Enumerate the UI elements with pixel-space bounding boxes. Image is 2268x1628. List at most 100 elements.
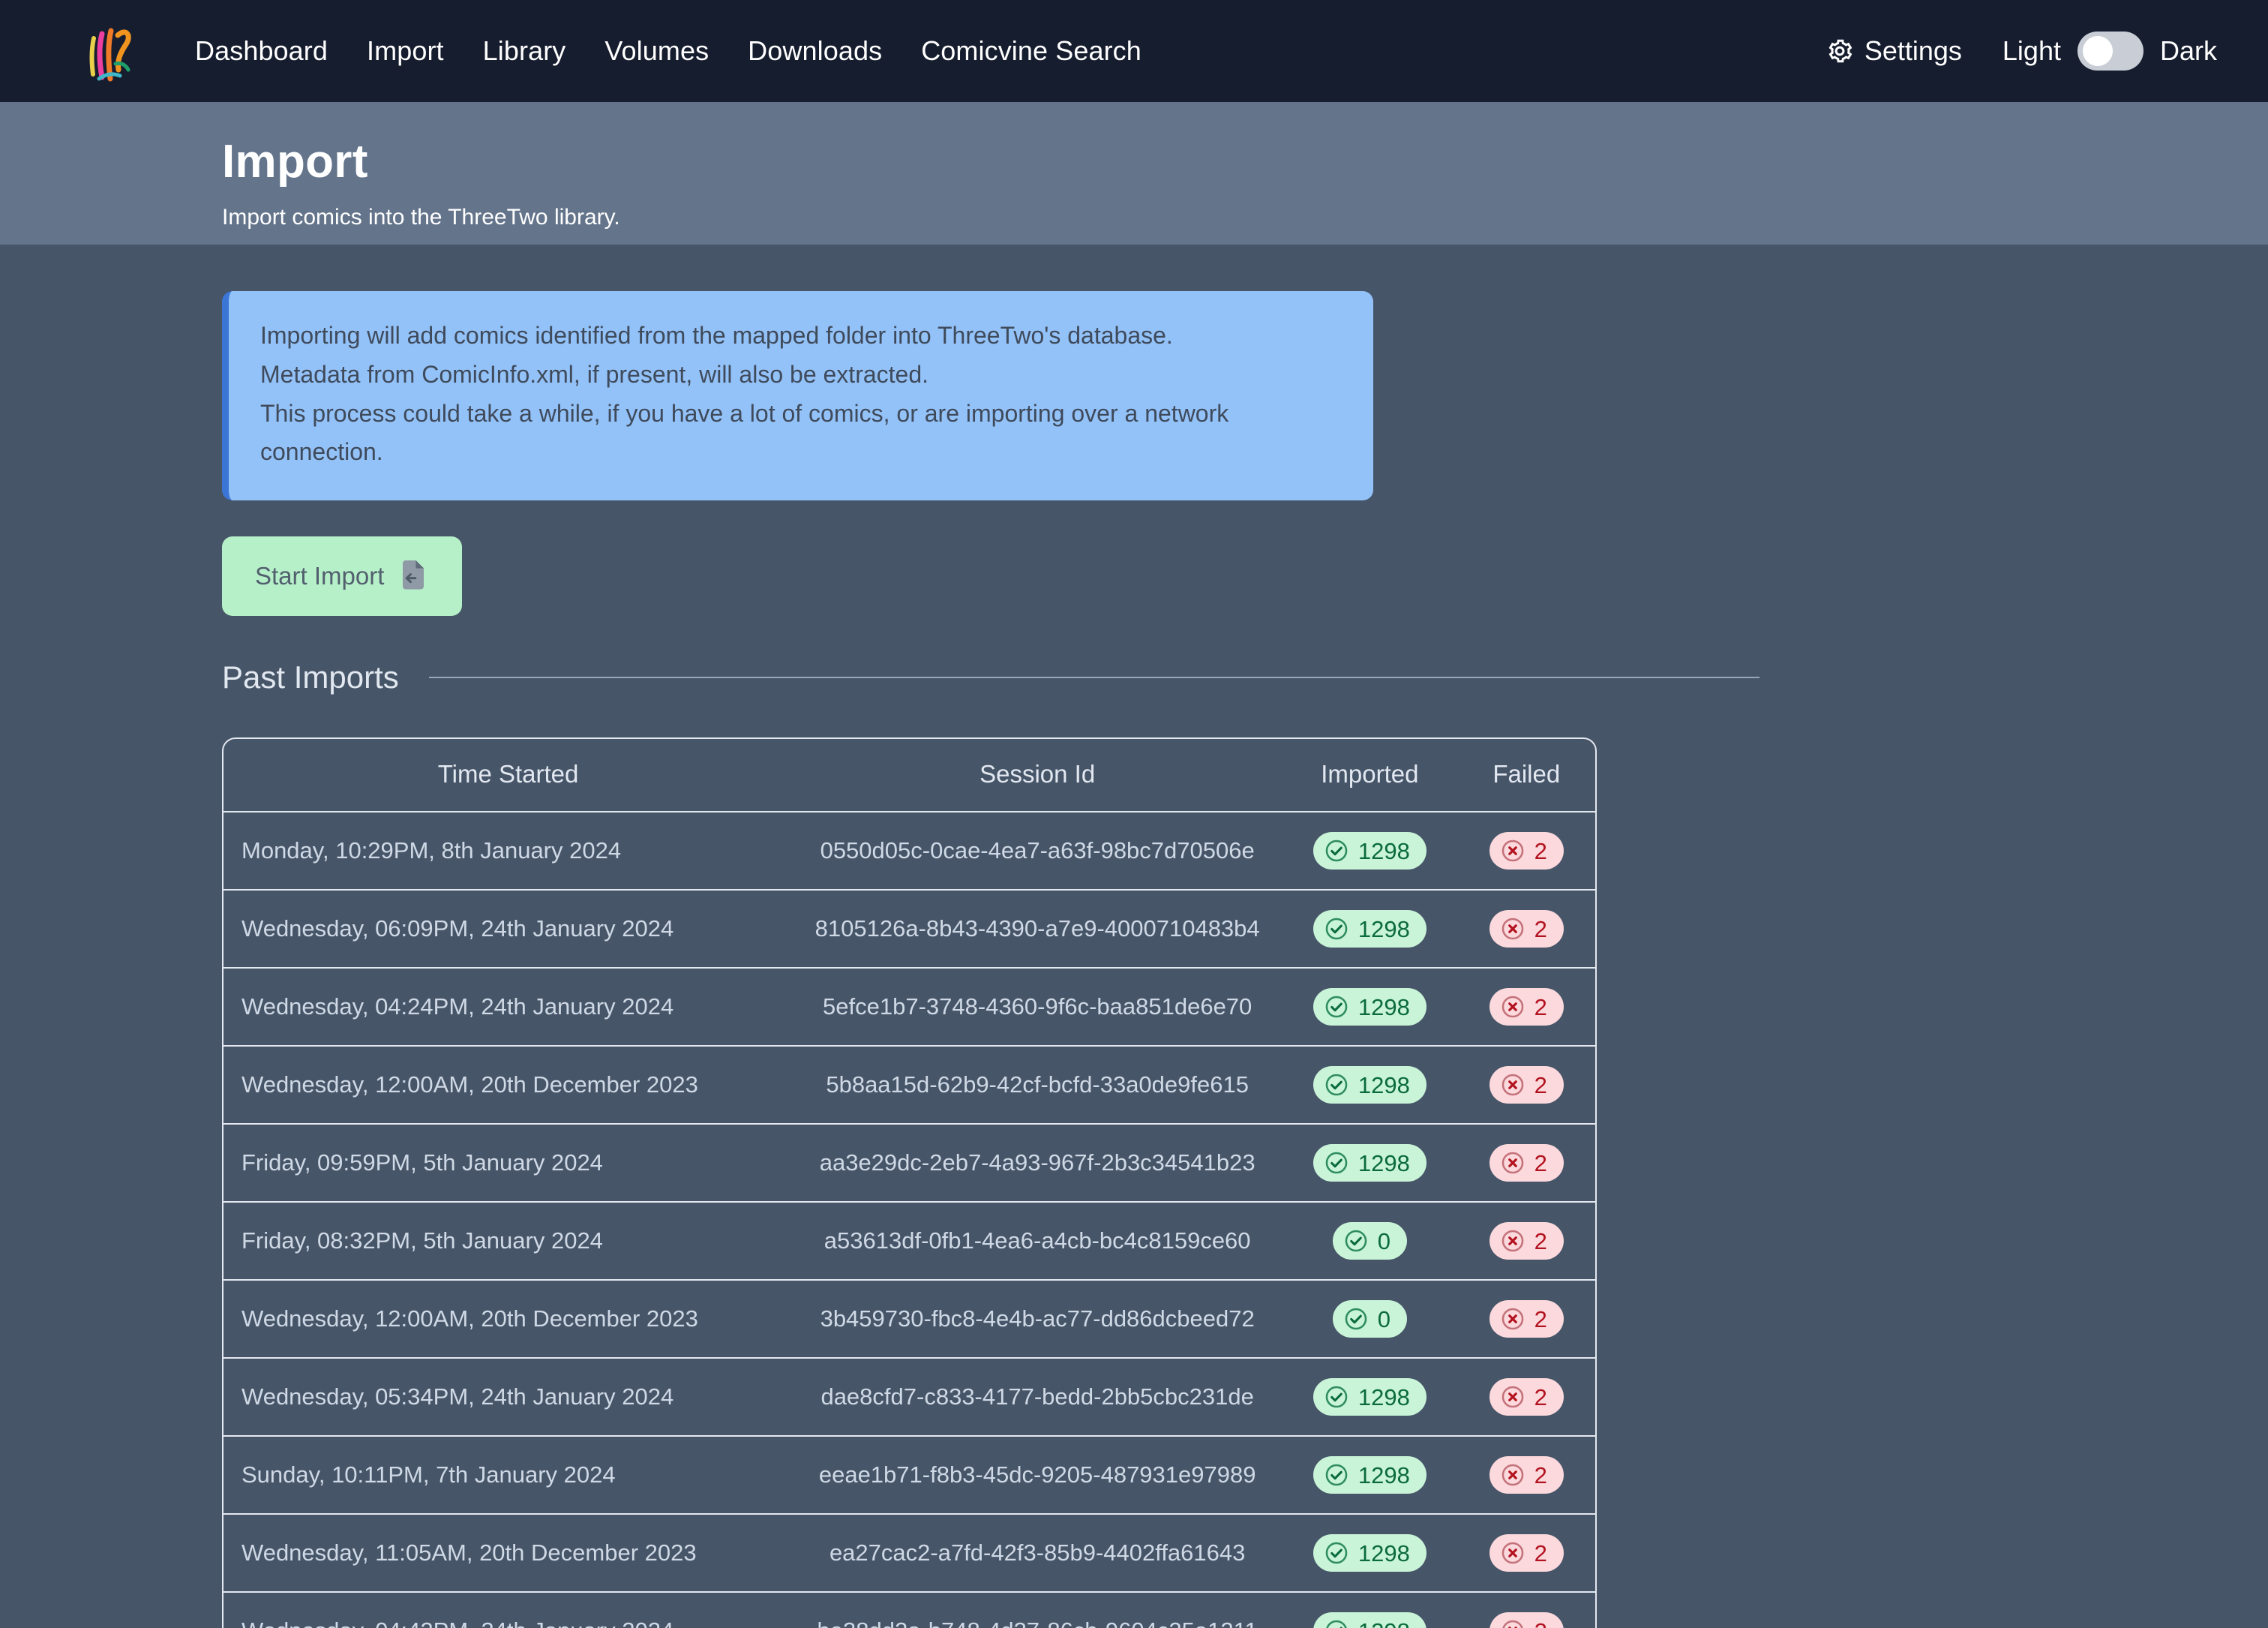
section-title: Past Imports <box>222 659 399 695</box>
column-header-imported[interactable]: Imported <box>1282 739 1458 813</box>
cell-failed: 2 <box>1457 1592 1595 1628</box>
cell-imported: 1298 <box>1282 1358 1458 1437</box>
theme-toggle[interactable]: Light Dark <box>2002 32 2226 71</box>
imported-count: 0 <box>1377 1227 1391 1254</box>
x-circle-icon <box>1500 1150 1526 1176</box>
cell-time-started: Friday, 08:32PM, 5th January 2024 <box>224 1202 794 1281</box>
cell-imported: 1298 <box>1282 1436 1458 1515</box>
settings-button[interactable]: Settings <box>1812 29 1976 73</box>
cell-failed: 2 <box>1457 1280 1595 1359</box>
x-circle-icon <box>1500 838 1526 864</box>
nav-downloads[interactable]: Downloads <box>748 35 883 66</box>
imported-count: 1298 <box>1358 1383 1410 1410</box>
check-circle-icon <box>1324 916 1349 942</box>
check-circle-icon <box>1324 1072 1349 1098</box>
x-circle-icon <box>1500 1384 1526 1410</box>
table-row[interactable]: Wednesday, 04:42PM, 24th January 2024be3… <box>224 1592 1595 1628</box>
failed-badge: 2 <box>1489 1066 1564 1104</box>
check-circle-icon <box>1324 994 1349 1020</box>
cell-time-started: Wednesday, 05:34PM, 24th January 2024 <box>224 1358 794 1437</box>
check-circle-icon <box>1324 1150 1349 1176</box>
navbar-right: Settings Light Dark <box>1812 29 2226 73</box>
cell-failed: 2 <box>1457 812 1595 891</box>
cell-imported: 1298 <box>1282 890 1458 969</box>
table-body: Monday, 10:29PM, 8th January 2024 0550d05… <box>224 812 1595 1628</box>
nav-import[interactable]: Import <box>367 35 444 66</box>
imported-badge: 1298 <box>1312 1456 1426 1494</box>
table-row[interactable]: Wednesday, 12:00AM, 20th December 2023 5b… <box>224 1046 1595 1125</box>
imported-count: 1298 <box>1358 1149 1410 1176</box>
failed-badge: 2 <box>1489 1456 1564 1494</box>
table-row[interactable]: Wednesday, 12:00AM, 20th December 2023 3b… <box>224 1280 1595 1359</box>
check-circle-icon <box>1343 1306 1369 1332</box>
failed-badge: 2 <box>1489 1222 1564 1260</box>
past-imports-table-wrapper: Time Started Session Id Imported Failed … <box>222 737 1597 1628</box>
theme-switch-knob <box>2082 36 2113 66</box>
failed-badge: 2 <box>1489 1300 1564 1338</box>
check-circle-icon <box>1324 1462 1349 1488</box>
nav-links: Dashboard Import Library Volumes Downloa… <box>176 28 1161 74</box>
cell-failed: 2 <box>1457 1046 1595 1125</box>
main-content: Importing will add comics identified fro… <box>0 291 2268 1628</box>
failed-count: 2 <box>1534 837 1547 864</box>
nav-volumes[interactable]: Volumes <box>604 35 710 66</box>
threetwo-logo[interactable] <box>82 19 136 83</box>
table-row[interactable]: Wednesday, 05:34PM, 24th January 2024 dae… <box>224 1358 1595 1437</box>
imported-count: 1298 <box>1358 993 1410 1020</box>
failed-badge: 2 <box>1489 988 1564 1026</box>
imported-badge: 1298 <box>1312 1066 1426 1104</box>
settings-label: Settings <box>1864 35 1962 66</box>
cell-session-id: a53613df-0fb1-4ea6-a4cb-bc4c8159ce60 <box>793 1202 1282 1281</box>
imported-count: 0 <box>1377 1305 1391 1332</box>
cell-time-started: Friday, 09:59PM, 5th January 2024 <box>224 1124 794 1203</box>
page-subtitle: Import comics into the ThreeTwo library. <box>222 205 620 230</box>
failed-count: 2 <box>1534 915 1547 942</box>
nav-library[interactable]: Library <box>482 35 566 66</box>
table-row[interactable]: Sunday, 10:11PM, 7th January 2024 eeae1b7… <box>224 1436 1595 1515</box>
x-circle-icon <box>1500 994 1526 1020</box>
cell-time-started: Wednesday, 12:00AM, 20th December 2023 <box>224 1046 794 1125</box>
table-row[interactable]: Wednesday, 04:24PM, 24th January 2024 5ef… <box>224 968 1595 1047</box>
x-circle-icon <box>1500 1306 1526 1332</box>
imported-badge: 1298 <box>1312 1534 1426 1572</box>
x-circle-icon <box>1500 1228 1526 1254</box>
cell-session-id: 0550d05c-0cae-4ea7-a63f-98bc7d70506e <box>793 812 1282 891</box>
gear-icon <box>1826 37 1854 65</box>
cell-failed: 2 <box>1457 1514 1595 1593</box>
start-import-label: Start Import <box>255 562 385 590</box>
cell-session-id: 5efce1b7-3748-4360-9f6c-baa851de6e70 <box>793 968 1282 1047</box>
theme-dark-label: Dark <box>2159 35 2217 66</box>
table-row[interactable]: Wednesday, 06:09PM, 24th January 2024 810… <box>224 890 1595 969</box>
imported-count: 1298 <box>1358 1539 1410 1566</box>
column-header-time-started[interactable]: Time Started <box>224 739 794 813</box>
nav-comicvine-search[interactable]: Comicvine Search <box>921 35 1142 66</box>
import-info-box: Importing will add comics identified fro… <box>222 291 1373 501</box>
theme-switch[interactable] <box>2077 32 2144 71</box>
cell-imported: 1298 <box>1282 1592 1458 1628</box>
info-line-3: This process could take a while, if you … <box>260 399 1229 427</box>
table-row[interactable]: Friday, 08:32PM, 5th January 2024 a53613d… <box>224 1202 1595 1281</box>
cell-session-id: dae8cfd7-c833-4177-bedd-2bb5cbc231de <box>793 1358 1282 1437</box>
cell-failed: 2 <box>1457 1358 1595 1437</box>
table-row[interactable]: Friday, 09:59PM, 5th January 2024 aa3e29d… <box>224 1124 1595 1203</box>
imported-badge: 1298 <box>1312 1378 1426 1416</box>
cell-session-id: 8105126a-8b43-4390-a7e9-4000710483b4 <box>793 890 1282 969</box>
x-circle-icon <box>1500 1072 1526 1098</box>
column-header-failed[interactable]: Failed <box>1457 739 1595 813</box>
cell-imported: 1298 <box>1282 1124 1458 1203</box>
info-line-1: Importing will add comics identified fro… <box>260 322 1173 349</box>
table-row[interactable]: Monday, 10:29PM, 8th January 2024 0550d05… <box>224 812 1595 891</box>
start-import-button[interactable]: Start Import <box>222 536 463 617</box>
table-row[interactable]: Wednesday, 11:05AM, 20th December 2023 ea… <box>224 1514 1595 1593</box>
nav-dashboard[interactable]: Dashboard <box>195 35 328 66</box>
imported-count: 1298 <box>1358 837 1410 864</box>
check-circle-icon <box>1324 1540 1349 1566</box>
column-header-session-id[interactable]: Session Id <box>793 739 1282 813</box>
cell-session-id: 3b459730-fbc8-4e4b-ac77-dd86dcbeed72 <box>793 1280 1282 1359</box>
cell-time-started: Wednesday, 06:09PM, 24th January 2024 <box>224 890 794 969</box>
page-header-band: Import Import comics into the ThreeTwo l… <box>0 102 2268 245</box>
failed-count: 2 <box>1534 1461 1547 1488</box>
x-circle-icon <box>1500 1462 1526 1488</box>
x-circle-icon <box>1500 1618 1526 1628</box>
top-navbar: Dashboard Import Library Volumes Downloa… <box>0 0 2268 102</box>
